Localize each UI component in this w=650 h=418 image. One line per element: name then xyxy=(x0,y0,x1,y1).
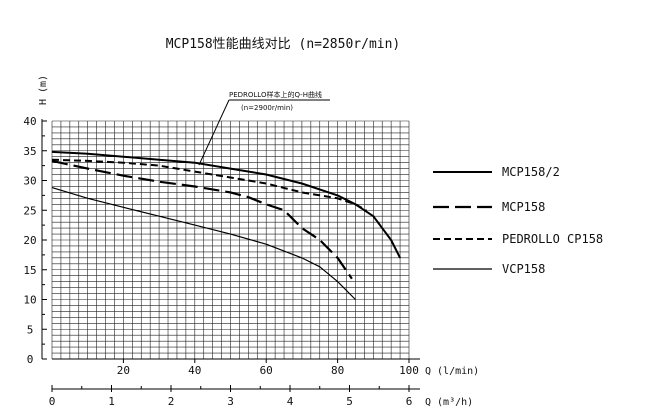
series-line-2 xyxy=(51,159,353,280)
axes: 0 5 10 15 20 25 30 35 40 20 40 60 80 100 0 1 2 3 4 5 6 H (m) Q… xyxy=(23,75,479,408)
y-tick-label: 20 xyxy=(23,234,36,247)
x-tick-label: 80 xyxy=(331,364,344,377)
legend-label-2: MCP158 xyxy=(502,200,545,214)
annotation-subtext: (n=2900r/min) xyxy=(241,104,293,112)
x2-tick-label: 6 xyxy=(406,395,413,408)
chart-title: MCP158性能曲线对比 (n=2850r/min) xyxy=(166,37,401,52)
y-tick-label: 5 xyxy=(27,323,34,336)
x2-tick-label: 0 xyxy=(49,395,56,408)
grid xyxy=(51,120,410,360)
x-tick-label: 100 xyxy=(399,364,419,377)
x-axis-label: Q (l/min) xyxy=(425,366,479,377)
series-line-1 xyxy=(51,150,401,259)
y-axis-label: H (m) xyxy=(38,75,49,105)
x-tick-label: 20 xyxy=(117,364,130,377)
x-tick-label: 60 xyxy=(260,364,273,377)
y-tick-label: 40 xyxy=(23,115,36,128)
x-tick-label: 40 xyxy=(188,364,201,377)
x2-tick-label: 1 xyxy=(108,395,115,408)
x2-tick-label: 3 xyxy=(227,395,234,408)
annotation-leader xyxy=(198,99,230,166)
legend-label-4: VCP158 xyxy=(502,262,545,276)
x2-axis-label: Q (m³/h) xyxy=(425,397,473,408)
series-lines xyxy=(51,150,401,300)
annotation-text: PEDROLLO样本上的Q-H曲线 xyxy=(229,90,322,99)
y-tick-label: 30 xyxy=(23,175,36,188)
legend-label-3: PEDROLLO CP158 xyxy=(502,232,603,246)
y-tick-label: 10 xyxy=(23,294,36,307)
x2-tick-label: 5 xyxy=(346,395,353,408)
y-tick-label: 15 xyxy=(23,264,36,277)
legend-label-1: MCP158/2 xyxy=(502,165,560,179)
series-line-3 xyxy=(51,158,367,212)
x2-tick-label: 4 xyxy=(287,395,294,408)
y-tick-label: 0 xyxy=(27,353,34,366)
series-line-4 xyxy=(51,187,356,300)
annotation: PEDROLLO样本上的Q-H曲线 (n=2900r/min) xyxy=(198,90,330,166)
y-tick-label: 25 xyxy=(23,204,36,217)
x2-tick-label: 2 xyxy=(168,395,175,408)
y-tick-label: 35 xyxy=(23,145,36,158)
legend: MCP158/2 MCP158 PEDROLLO CP158 VCP158 xyxy=(433,165,603,276)
